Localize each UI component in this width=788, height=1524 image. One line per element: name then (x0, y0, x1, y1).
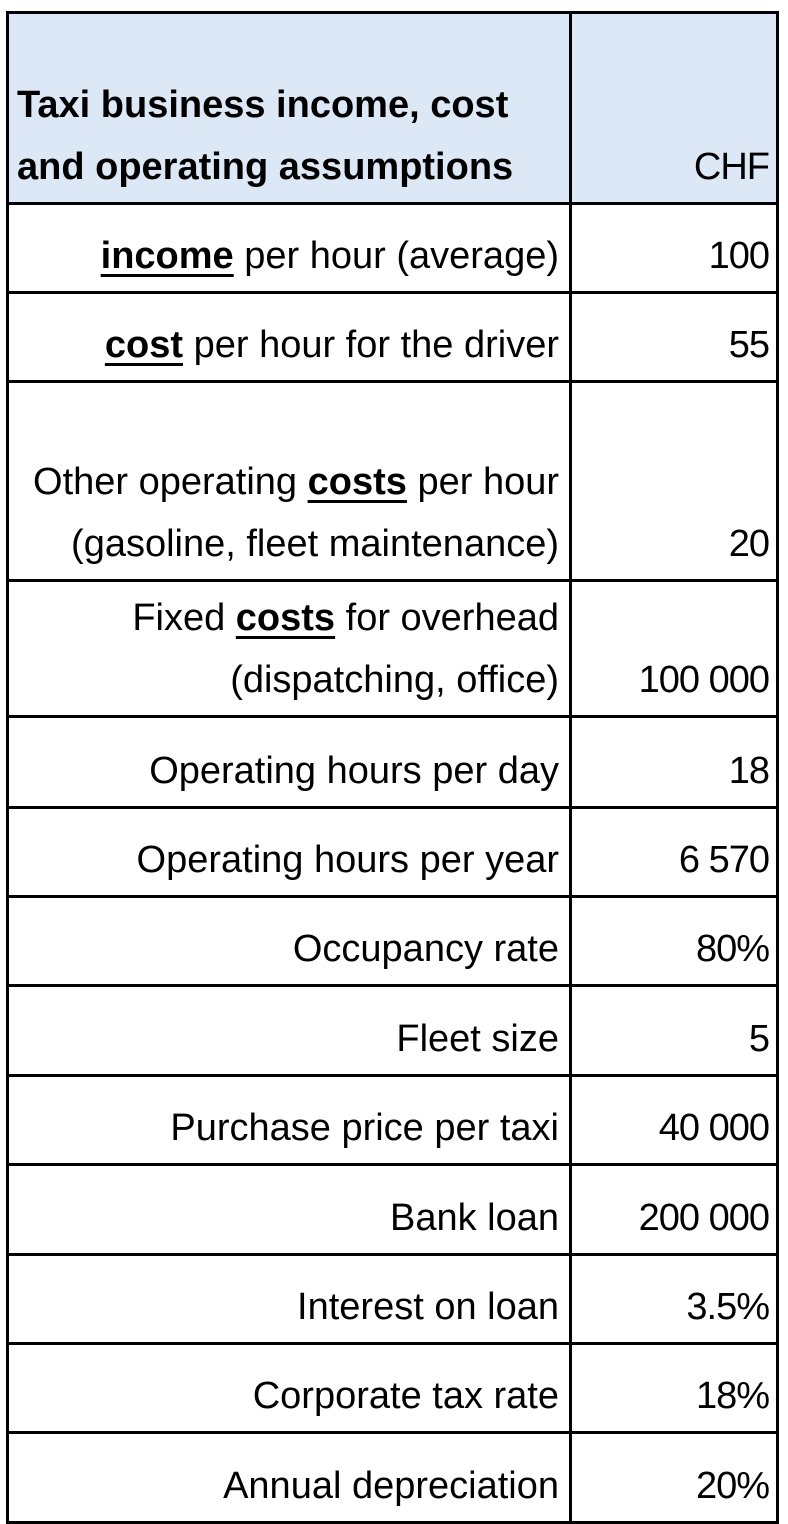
row-label: Fleet size (6, 984, 572, 1077)
row-label-emphasis: cost (104, 324, 184, 366)
row-label-emphasis: costs (307, 461, 407, 503)
row-value: 20% (569, 1431, 779, 1524)
table-row: Other operating costs per hour (gasoline… (6, 380, 779, 582)
row-value: 6 570 (569, 806, 779, 898)
row-label: Bank loan (6, 1163, 572, 1256)
title-line-1: Taxi business income, cost (17, 84, 509, 126)
table-row: Operating hours per year 6 570 (6, 806, 779, 898)
currency-header: CHF (569, 11, 779, 205)
table-row: income per hour (average) 100 (6, 202, 779, 294)
row-label: Fixed costs for overhead (dispatching, o… (6, 579, 572, 718)
table-row: cost per hour for the driver 55 (6, 291, 779, 383)
table-row: Fleet size 5 (6, 984, 779, 1077)
assumptions-table: Taxi business income, cost and operating … (6, 11, 779, 1524)
row-value: 40 000 (569, 1074, 779, 1166)
table-row: Occupancy rate 80% (6, 895, 779, 987)
row-label-emphasis: costs (235, 597, 336, 639)
row-label: Occupancy rate (6, 895, 572, 987)
row-value: 18 (569, 715, 779, 809)
row-value: 80% (569, 895, 779, 987)
row-value: 55 (569, 291, 779, 383)
row-value: 200 000 (569, 1163, 779, 1256)
row-value: 18% (569, 1342, 779, 1434)
row-value: 20 (569, 380, 779, 582)
table-header-row: Taxi business income, cost and operating … (6, 11, 779, 205)
table-row: Corporate tax rate 18% (6, 1342, 779, 1434)
row-label: Interest on loan (6, 1253, 572, 1345)
table-row: Interest on loan 3.5% (6, 1253, 779, 1345)
row-label: Operating hours per day (6, 715, 572, 809)
table-title: Taxi business income, cost and operating … (6, 11, 572, 205)
row-label: Corporate tax rate (6, 1342, 572, 1434)
row-label: Operating hours per year (6, 806, 572, 898)
row-value: 100 000 (569, 579, 779, 718)
table-row: Operating hours per day 18 (6, 715, 779, 809)
row-label: cost per hour for the driver (6, 291, 572, 383)
row-label: Purchase price per taxi (6, 1074, 572, 1166)
row-value: 5 (569, 984, 779, 1077)
row-value: 3.5% (569, 1253, 779, 1345)
table-row: Purchase price per taxi 40 000 (6, 1074, 779, 1166)
row-label-emphasis: income (100, 235, 234, 277)
table-row: Fixed costs for overhead (dispatching, o… (6, 579, 779, 718)
row-label: Other operating costs per hour (gasoline… (6, 380, 572, 582)
table-row: Bank loan 200 000 (6, 1163, 779, 1256)
title-line-2: and operating assumptions (17, 146, 514, 188)
row-label: income per hour (average) (6, 202, 572, 294)
table-row: Annual depreciation 20% (6, 1431, 779, 1524)
row-value: 100 (569, 202, 779, 294)
row-label: Annual depreciation (6, 1431, 572, 1524)
